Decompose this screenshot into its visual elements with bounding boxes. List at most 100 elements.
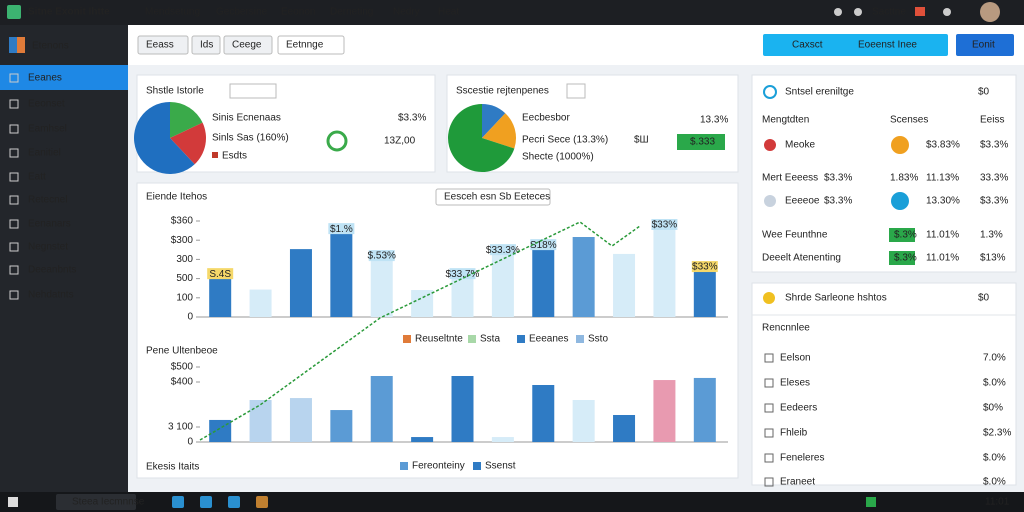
- bar: [532, 241, 555, 317]
- table-cell: Meoke: [785, 140, 815, 151]
- side-icon: [9, 195, 19, 205]
- bar: [330, 225, 353, 317]
- item-value: $2.3%: [983, 428, 1011, 439]
- legend-label: Fereonteiny: [412, 461, 465, 472]
- icon: [834, 8, 842, 16]
- bar-tag: [449, 268, 476, 280]
- menu-item[interactable]: Gecbersine: [216, 7, 268, 18]
- table-cell: 11.13%: [926, 173, 959, 184]
- column-header: Scenses: [890, 115, 928, 126]
- side-item[interactable]: Eeanes: [28, 73, 62, 84]
- bar-tag: [691, 261, 718, 273]
- icon: [943, 8, 951, 16]
- menu-item[interactable]: Heat: [438, 7, 459, 18]
- table-cell: $.3%: [894, 230, 917, 241]
- card-text: Eecbesbor: [522, 113, 570, 124]
- legend-label: Ssto: [588, 334, 608, 345]
- side-item[interactable]: Negnstet: [28, 242, 68, 253]
- table-cell: 1.83%: [890, 173, 918, 184]
- pie-slice: [170, 122, 207, 165]
- y-tick-label: 500: [176, 273, 193, 284]
- primary-button[interactable]: [763, 34, 948, 56]
- menu-item[interactable]: Nedry: [393, 7, 420, 18]
- item-value: $.0%: [983, 378, 1006, 389]
- table-cell: $13%: [980, 253, 1006, 264]
- menu-item[interactable]: Eeonon: [281, 7, 315, 18]
- task-icon[interactable]: [256, 496, 268, 508]
- y-tick-label: $360: [171, 216, 194, 227]
- side-item[interactable]: Nehdatnts: [28, 290, 74, 301]
- status-icon: [326, 130, 348, 152]
- side-item[interactable]: Deeanbnts: [28, 265, 76, 276]
- item-name[interactable]: Eedeers: [780, 403, 817, 414]
- action-button[interactable]: [956, 34, 1014, 56]
- avatar[interactable]: [980, 2, 1000, 22]
- badge: [677, 134, 725, 150]
- panel-title: Sntsel ereniltge: [785, 87, 854, 98]
- bar-tag: [328, 223, 355, 235]
- tab[interactable]: [137, 35, 189, 55]
- card-text: Sinis Ecnenaas: [212, 113, 281, 124]
- bar: [411, 290, 434, 317]
- chart-title: Pene Ultenbeoe: [146, 346, 218, 357]
- legend-swatch: [517, 335, 525, 343]
- item-name[interactable]: Eraneet: [780, 477, 815, 488]
- item-name[interactable]: Feneleres: [780, 453, 824, 464]
- dropdown[interactable]: [435, 188, 551, 206]
- pie-slice: [447, 104, 515, 173]
- bar: [289, 249, 312, 317]
- table-cell: 1.3%: [980, 230, 1003, 241]
- item-name[interactable]: Fhleib: [780, 428, 808, 439]
- column-header: Mengtdten: [762, 115, 809, 126]
- task-icon[interactable]: [228, 496, 240, 508]
- side-item[interactable]: Eanitiel: [28, 148, 61, 159]
- bar: [653, 221, 676, 317]
- menu-item[interactable]: Mendsetung: [145, 7, 200, 18]
- item-value: $0%: [983, 403, 1003, 414]
- y-tick-label: 100: [176, 292, 193, 303]
- y-tick-label: 0: [187, 437, 193, 448]
- task-icon[interactable]: [200, 496, 212, 508]
- tab[interactable]: [223, 35, 273, 55]
- item-icon: [764, 403, 774, 413]
- table-cell: 11.01%: [926, 230, 959, 241]
- legend-label: Ssenst: [485, 461, 516, 472]
- side-item[interactable]: Eamhsel: [28, 124, 67, 135]
- column-header: Eeiss: [980, 115, 1004, 126]
- pie-slice: [482, 104, 506, 138]
- badge-label: $.333: [690, 137, 715, 148]
- legend-swatch: [468, 335, 476, 343]
- y-tick-label: $400: [171, 377, 194, 388]
- side-item[interactable]: Retecnel: [28, 195, 67, 206]
- item-name[interactable]: Eelson: [780, 353, 811, 364]
- side-item[interactable]: Eenanars: [28, 219, 71, 230]
- table-cell: 13.30%: [926, 196, 960, 207]
- card-title: Sscestie rejtenpenes: [456, 86, 549, 97]
- card: [751, 74, 1017, 273]
- select[interactable]: [566, 83, 586, 99]
- task-icon[interactable]: [172, 496, 184, 508]
- card-title: Shstle Istorle: [146, 86, 204, 97]
- secondary-label: Eoeenst Inee: [858, 40, 917, 51]
- item-name[interactable]: Eleses: [780, 378, 810, 389]
- tab[interactable]: [191, 35, 221, 55]
- legend-swatch: [576, 335, 584, 343]
- select[interactable]: [229, 83, 277, 99]
- side-icon: [9, 99, 19, 109]
- bar: [613, 253, 636, 317]
- search-box[interactable]: [56, 494, 136, 510]
- row-icon: [764, 139, 776, 151]
- panel-badge: $0: [978, 293, 990, 304]
- y-tick-label: 0: [187, 312, 193, 323]
- table-cell: $3.3%: [980, 140, 1008, 151]
- action-label: Eonit: [972, 40, 995, 51]
- legend-label: Ssta: [480, 334, 500, 345]
- bar: [209, 270, 232, 317]
- side-item[interactable]: Eatt: [28, 172, 46, 183]
- bar: [491, 437, 514, 442]
- dropdown[interactable]: [277, 35, 345, 55]
- bar: [370, 376, 393, 442]
- bar: [330, 410, 353, 442]
- menu-item[interactable]: Derneting: [330, 7, 373, 18]
- side-item[interactable]: Eeonset: [28, 99, 65, 110]
